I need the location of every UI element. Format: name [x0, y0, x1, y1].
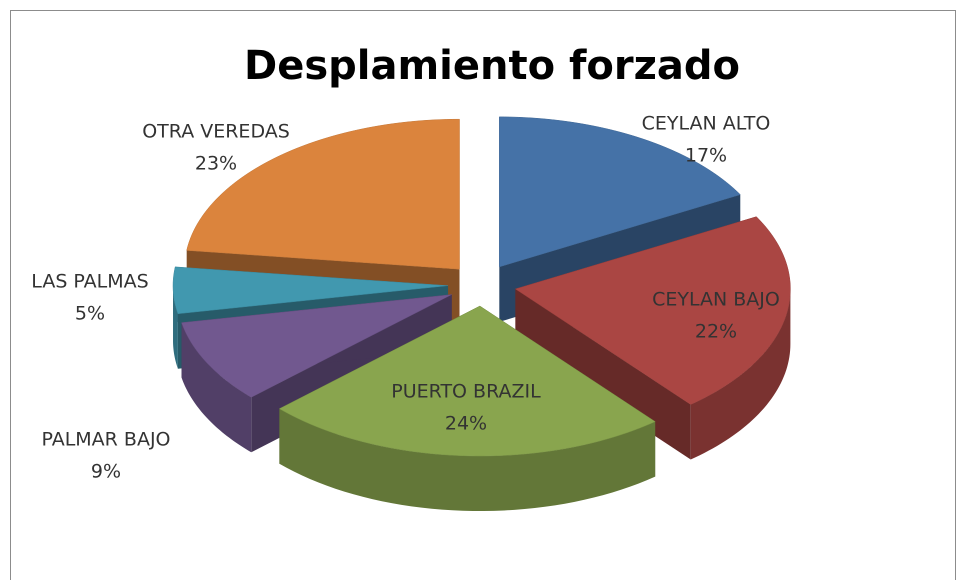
slice-wall — [173, 285, 178, 369]
slice — [278, 305, 656, 457]
slice-label: OTRA VEREDAS — [142, 121, 290, 143]
slice-wall — [690, 288, 791, 460]
slice-label: LAS PALMAS — [31, 271, 148, 293]
slice-wall — [279, 408, 656, 512]
slice-label: CEYLAN ALTO — [642, 113, 771, 135]
slice — [514, 216, 791, 405]
chart-title: Desplamiento forzado — [244, 43, 740, 89]
slice-value-label: 9% — [91, 461, 121, 483]
slice-value-label: 17% — [685, 145, 727, 167]
slice — [181, 294, 452, 398]
labels: CEYLAN ALTO 17% CEYLAN BAJO 22% PUERTO BRAZI… — [31, 113, 780, 483]
slice — [278, 305, 656, 512]
slice-label: PUERTO BRAZIL — [391, 381, 541, 403]
slice-value-label: 24% — [445, 413, 487, 435]
slice-label: CEYLAN BAJO — [652, 289, 780, 311]
pie — [172, 116, 791, 512]
slice-wall — [181, 322, 252, 453]
slice — [186, 118, 460, 270]
slice-value-label: 23% — [195, 153, 237, 175]
slice — [172, 266, 449, 315]
slice-value-label: 22% — [695, 321, 737, 343]
slice-label: PALMAR BAJO — [41, 429, 170, 451]
slice — [499, 116, 741, 268]
slice-value-label: 5% — [75, 303, 105, 325]
